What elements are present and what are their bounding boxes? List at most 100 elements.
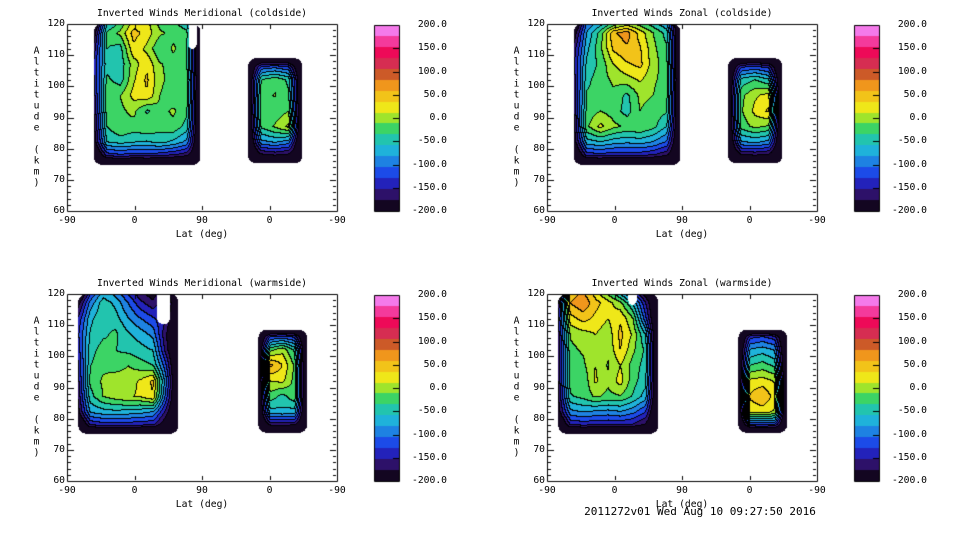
y-axis-label: Altitude (km) [511,315,522,459]
y-tick-label: 110 [47,49,66,61]
x-axis-label: Lat (deg) [655,229,709,240]
x-tick-label: 0 [266,485,273,496]
colorbar-tick-label: 50.0 [423,358,447,370]
panel-zonal-warmside: Inverted Winds Zonal (warmside) Altitude… [480,270,960,540]
colorbar-tick-label: 100.0 [897,65,927,77]
x-tick-label: 90 [196,485,208,496]
colorbar-tick-label: 200.0 [897,289,927,300]
y-tick-label: 110 [47,319,66,331]
y-tick-label: 120 [47,18,66,29]
y-axis-label: Altitude (km) [511,45,522,189]
x-tick-label: -90 [58,215,76,226]
y-tick-label: 100 [527,350,546,362]
y-tick-label: 70 [533,173,545,185]
x-tick-label: 0 [131,215,138,226]
colorbar-tick-label: -50.0 [897,405,927,417]
y-tick-label: 120 [47,288,66,299]
colorbar-tick-label: 50.0 [903,88,927,100]
y-tick-label: 90 [533,381,545,393]
y-tick-label: 90 [53,381,65,393]
colorbar-tick-label: -150.0 [892,451,927,463]
y-tick-label: 60 [53,475,65,486]
y-tick-label: 100 [47,350,66,362]
x-tick-label: -90 [538,215,556,226]
colorbar-tick-label: 150.0 [897,312,927,324]
colorbar-tick-label: 0.0 [429,382,448,393]
colorbar-tick-label: -100.0 [892,158,927,170]
colorbar-tick-label: -50.0 [897,135,927,147]
panel-title: Inverted Winds Meridional (coldside) [97,8,307,19]
colorbar-tick-label: 50.0 [903,358,927,370]
colorbar-tick-label: 150.0 [417,312,447,324]
x-tick-label: -90 [538,485,556,496]
x-tick-label: 0 [746,485,753,496]
colorbar-tick-label: 150.0 [417,42,447,54]
panel-zonal-coldside: Inverted Winds Zonal (coldside) Altitude… [480,0,960,270]
x-tick-label: -90 [58,485,76,496]
y-tick-label: 60 [533,475,545,486]
colorbar-tick-label: 150.0 [897,42,927,54]
colorbar-tick-label: -200.0 [412,475,447,486]
y-tick-label: 120 [527,288,546,299]
x-tick-label: -90 [808,215,826,226]
y-tick-label: 110 [527,49,546,61]
colorbar-tick-label: 100.0 [417,65,447,77]
x-tick-label: 0 [611,215,618,226]
x-tick-label: -90 [328,215,346,226]
x-axis-label: Lat (deg) [175,499,229,510]
y-tick-label: 60 [533,205,545,216]
y-tick-label: 80 [53,412,65,424]
colorbar-tick-label: -200.0 [892,205,927,216]
x-tick-label: -90 [328,485,346,496]
contour-plot-canvas [0,270,480,540]
y-tick-label: 90 [533,111,545,123]
colorbar-tick-label: 200.0 [417,19,447,30]
colorbar-tick-label: -100.0 [412,428,447,440]
y-tick-label: 100 [47,80,66,92]
colorbar-tick-label: 0.0 [909,112,928,123]
colorbar-tick-label: -150.0 [412,181,447,193]
y-tick-label: 120 [527,18,546,29]
colorbar-tick-label: 100.0 [417,335,447,347]
x-tick-label: 0 [131,485,138,496]
colorbar-tick-label: -50.0 [417,135,447,147]
colorbar-tick-label: 0.0 [909,382,928,393]
x-tick-label: -90 [808,485,826,496]
y-tick-label: 70 [53,443,65,455]
contour-plot-canvas [480,0,960,270]
colorbar-tick-label: 100.0 [897,335,927,347]
colorbar-tick-label: 0.0 [429,112,448,123]
y-tick-label: 80 [533,412,545,424]
y-tick-label: 70 [533,443,545,455]
y-axis-label: Altitude (km) [31,45,42,189]
colorbar-tick-label: 50.0 [423,88,447,100]
panel-title: Inverted Winds Zonal (coldside) [591,8,773,19]
x-tick-label: 90 [676,485,688,496]
run-id-timestamp: 2011272v01 Wed Aug 10 09:27:50 2016 [584,505,816,518]
y-axis-label: Altitude (km) [31,315,42,459]
colorbar-tick-label: -50.0 [417,405,447,417]
x-tick-label: 90 [196,215,208,226]
panel-meridional-coldside: Inverted Winds Meridional (coldside) Alt… [0,0,480,270]
y-tick-label: 60 [53,205,65,216]
x-tick-label: 0 [611,485,618,496]
y-tick-label: 70 [53,173,65,185]
x-tick-label: 90 [676,215,688,226]
panel-meridional-warmside: Inverted Winds Meridional (warmside) Alt… [0,270,480,540]
y-tick-label: 110 [527,319,546,331]
y-tick-label: 90 [53,111,65,123]
y-tick-label: 100 [527,80,546,92]
colorbar-tick-label: -150.0 [412,451,447,463]
x-tick-label: 0 [746,215,753,226]
colorbar-tick-label: -100.0 [412,158,447,170]
panel-title: Inverted Winds Meridional (warmside) [97,278,307,289]
colorbar-tick-label: -200.0 [412,205,447,216]
x-tick-label: 0 [266,215,273,226]
contour-plot-canvas [480,270,960,540]
colorbar-tick-label: -150.0 [892,181,927,193]
colorbar-tick-label: -100.0 [892,428,927,440]
x-axis-label: Lat (deg) [655,499,709,510]
colorbar-tick-label: 200.0 [417,289,447,300]
x-axis-label: Lat (deg) [175,229,229,240]
contour-plot-canvas [0,0,480,270]
